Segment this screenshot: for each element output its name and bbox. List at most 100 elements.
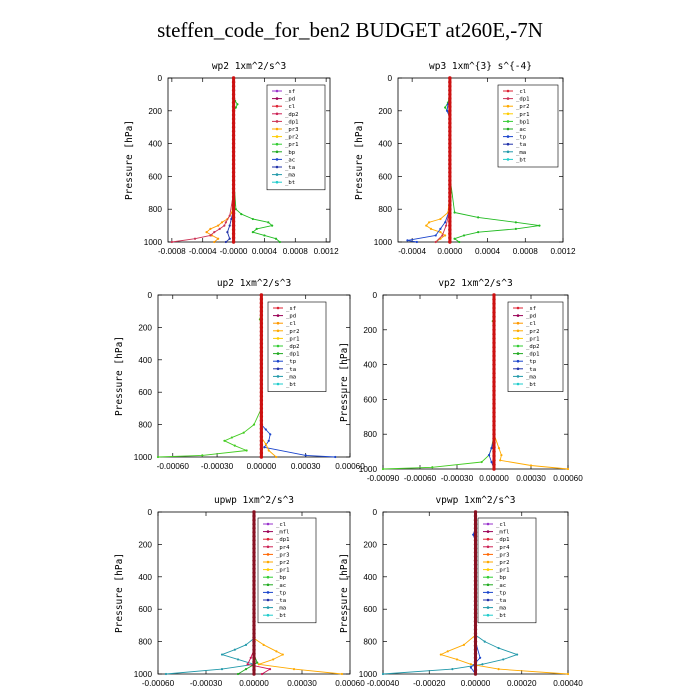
chart6-x-tick-label: 0.00020 [507,679,537,688]
chart3-data-point [259,305,264,309]
chart2-legend-label: _pr2 [516,104,529,110]
chart3-group: up2 1xm^2/s^3 Pressure [hPa] 0 200 400 600 800… [114,278,365,471]
chart4-data-point [492,310,496,315]
chart6-legend-marker [486,583,490,587]
chart6-legend-marker [486,530,490,533]
chart5-data-point [252,660,256,664]
chart1-legend-marker [275,158,279,161]
chart5-legend-label: _bt [276,613,286,619]
chart4-legend-marker [516,382,520,386]
chart4-y-tick-label: 200 [363,326,377,335]
chart6-data-point [473,510,478,514]
chart6-data-point [516,653,519,656]
chart6-data-point [473,619,478,624]
chart1-data-point [209,227,212,230]
chart3-data-point [259,337,264,342]
chart2-data-point [434,234,437,237]
chart6-legend-marker [486,606,490,609]
chart5-data-point [252,639,256,644]
chart2-legend-marker [506,104,510,108]
chart4-data-point [492,384,496,389]
chart4-data-point [480,460,483,464]
chart6-data-point [497,668,500,671]
chart3-legend-marker [276,359,280,363]
chart6-data-point [473,554,478,559]
chart6-legend-label: _pr3 [496,552,509,558]
chart1-data-point [263,234,266,237]
chart6-y-tick-label: 0 [372,508,377,517]
chart2-group: wp3 1xm^{3} s^{-4} Pressure [hPa] 0 200 400 6… [354,61,576,256]
chart6-y-tick-label: 600 [363,605,377,614]
chart1-data-point [231,141,236,146]
chart2-data-point [448,215,452,220]
chart2-x-tick-label: 0.0004 [475,247,500,256]
chart4-legend-label: _dp1 [526,352,539,358]
chart5-data-point [252,583,256,587]
chart1-data-point [231,80,236,84]
chart2-data-point [448,166,452,170]
chart5-y-tick-label: 0 [147,508,152,517]
chart2-data-point [538,224,541,227]
chart2-data-point [462,234,466,237]
chart6-data-point [473,639,478,644]
chart4-data-point [490,447,493,450]
chart2-legend-label: _ma [516,150,526,156]
chart6-legend-marker [486,568,490,571]
chart1-legend-marker [275,127,279,131]
chart1-data-point [231,174,236,179]
chart3-y-tick-label: 0 [147,291,152,300]
chart2-data-point [439,217,442,221]
chart3-data-point [201,454,204,457]
chart2-data-point [448,88,452,93]
chart2-data-point [425,224,428,227]
chart5-data-point [272,658,275,661]
chart1-data-point [231,76,236,80]
chart2-plot-frame [397,77,564,243]
chart5-data-point [257,663,260,666]
chart5-data-point [252,652,256,656]
chart6-y-tick-label: 1000 [359,670,378,679]
chart2-legend-marker [506,127,510,131]
chart6-data-point [473,652,478,656]
chart2-data-point [448,100,452,105]
chart2-data-point [439,231,442,234]
chart2-data-point [448,125,452,129]
chart1-data-point [231,232,236,236]
chart3-data-point [259,325,264,330]
chart4-data-point [492,432,496,436]
chart6-data-point [473,538,478,543]
chart5-x-tick-label: 0.00030 [287,679,317,688]
chart5-data-point [236,658,240,661]
chart4-legend-label: _ta [526,367,536,373]
chart2-data-point [448,121,452,125]
chart1-data-point [255,227,258,230]
chart5-data-point [252,546,256,551]
chart1-data-point [231,133,236,138]
chart1-data-point [220,221,224,224]
chart1-y-tick-label: 600 [148,172,162,181]
chart5-legend-label: _cl [276,522,286,528]
chart6-data-point [473,664,478,668]
chart1-data-point [231,121,236,125]
chart2-data-point [444,234,447,237]
chart5-data-point [252,558,256,563]
chart1-data-point [231,129,236,133]
chart1-data-point [224,240,227,244]
chart3-data-point [259,390,264,394]
chart2-y-tick-label: 800 [378,205,392,214]
chart5-x-tick-label: -0.00030 [190,679,223,688]
chart5-data-point [252,554,256,559]
chart5-y-tick-label: 800 [138,638,152,647]
chart2-x-tick-label: 0.0012 [550,247,575,256]
chart4-legend-label: _pr1 [526,336,539,342]
chart3-data-point [264,442,267,446]
chart3-data-point [259,362,264,366]
chart4-data-point [492,445,496,449]
chart4-legend-label: _cl [526,321,536,327]
chart4-data-point [492,428,496,432]
chart1-data-point [231,88,236,93]
chart4-data-point [492,380,496,384]
chart1-legend-marker [275,89,279,93]
chart2-legend-label: _bt [516,157,526,163]
chart1-legend-label: _dp1 [285,119,298,125]
